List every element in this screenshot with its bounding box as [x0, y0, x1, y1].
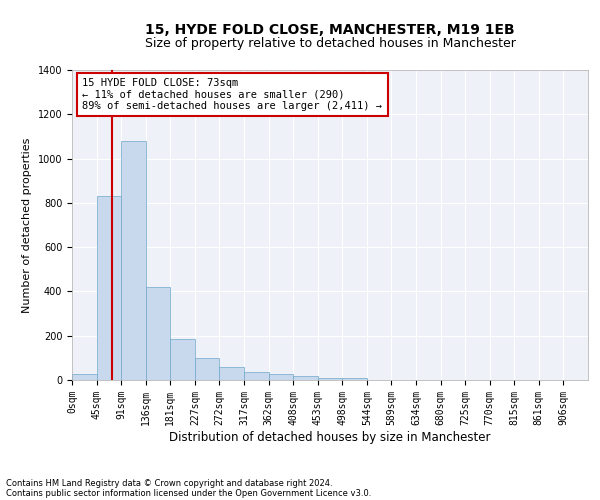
Y-axis label: Number of detached properties: Number of detached properties	[22, 138, 32, 312]
Bar	[318, 378, 342, 380]
Bar	[72, 374, 97, 380]
X-axis label: Distribution of detached houses by size in Manchester: Distribution of detached houses by size …	[169, 430, 491, 444]
Bar	[342, 378, 367, 380]
Text: Contains HM Land Registry data © Crown copyright and database right 2024.: Contains HM Land Registry data © Crown c…	[6, 478, 332, 488]
Bar	[293, 376, 318, 380]
Bar	[146, 287, 170, 380]
Bar	[244, 372, 269, 380]
Bar	[195, 358, 220, 380]
Bar	[121, 141, 146, 380]
Bar	[170, 339, 195, 380]
Bar	[220, 368, 244, 380]
Bar	[97, 196, 121, 380]
Text: Contains public sector information licensed under the Open Government Licence v3: Contains public sector information licen…	[6, 488, 371, 498]
Text: 15 HYDE FOLD CLOSE: 73sqm
← 11% of detached houses are smaller (290)
89% of semi: 15 HYDE FOLD CLOSE: 73sqm ← 11% of detac…	[82, 78, 382, 111]
Bar	[269, 374, 293, 380]
Text: 15, HYDE FOLD CLOSE, MANCHESTER, M19 1EB: 15, HYDE FOLD CLOSE, MANCHESTER, M19 1EB	[145, 22, 515, 36]
Text: Size of property relative to detached houses in Manchester: Size of property relative to detached ho…	[145, 38, 515, 51]
